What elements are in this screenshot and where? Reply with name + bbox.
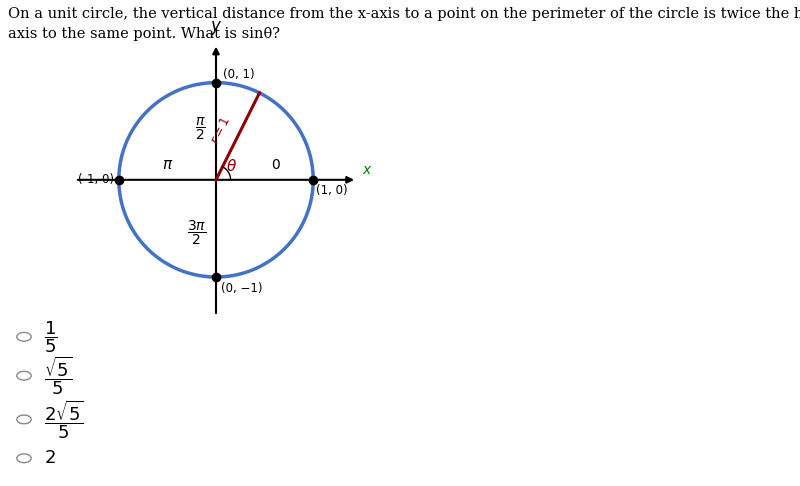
Text: (1, 0): (1, 0)	[316, 184, 348, 197]
Text: On a unit circle, the vertical distance from the x-axis to a point on the perime: On a unit circle, the vertical distance …	[8, 7, 800, 21]
Text: (-1, 0): (-1, 0)	[78, 174, 114, 186]
Text: $\dfrac{3\pi}{2}$: $\dfrac{3\pi}{2}$	[187, 219, 206, 247]
Text: $\dfrac{2\sqrt{5}}{5}$: $\dfrac{2\sqrt{5}}{5}$	[44, 398, 84, 441]
Text: (0, −1): (0, −1)	[221, 282, 262, 295]
Text: $y$: $y$	[210, 19, 222, 37]
Text: $\dfrac{\pi}{2}$: $\dfrac{\pi}{2}$	[195, 116, 206, 142]
Text: $\theta$: $\theta$	[226, 158, 237, 174]
Text: $\dfrac{\sqrt{5}}{5}$: $\dfrac{\sqrt{5}}{5}$	[44, 354, 73, 397]
Text: $x$: $x$	[362, 163, 373, 177]
Text: axis to the same point. What is sinθ?: axis to the same point. What is sinθ?	[8, 27, 280, 41]
Text: $2$: $2$	[44, 449, 56, 468]
Text: $0$: $0$	[271, 158, 281, 172]
Text: (0, 1): (0, 1)	[223, 68, 254, 81]
Text: $r=1$: $r=1$	[208, 115, 233, 147]
Text: $\dfrac{1}{5}$: $\dfrac{1}{5}$	[44, 319, 58, 355]
Text: $\pi$: $\pi$	[162, 157, 173, 172]
